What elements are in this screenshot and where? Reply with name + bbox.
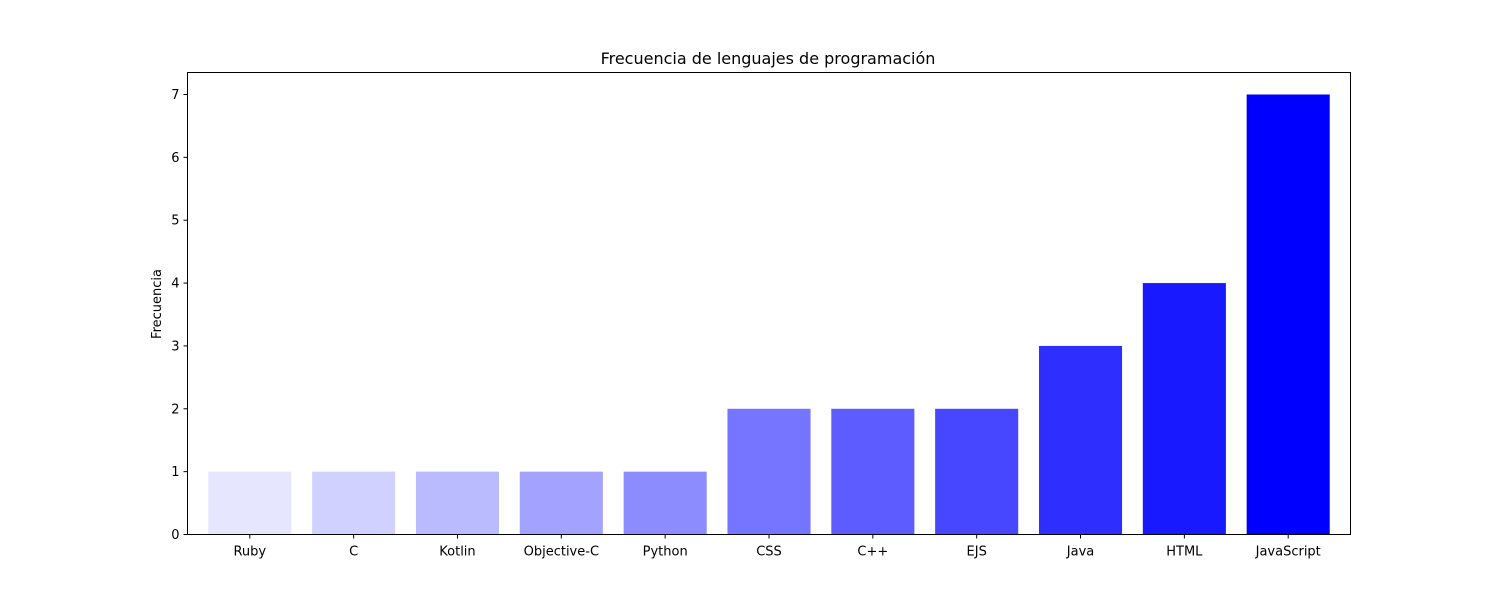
bar-css xyxy=(727,408,811,535)
bar-objective-c xyxy=(519,471,603,535)
y-axis-ticks: 0 1 2 3 4 5 6 7 xyxy=(171,88,188,543)
bar-java xyxy=(1038,345,1123,535)
bar-kotlin xyxy=(415,471,500,535)
chart-title: Frecuencia de lenguajes de programación xyxy=(601,49,936,68)
bar-javascript xyxy=(1246,94,1330,535)
x-tick-label: CSS xyxy=(756,545,782,560)
x-tick-label: EJS xyxy=(967,545,987,560)
x-tick-label: JavaScript xyxy=(1255,545,1321,560)
bar-ejs xyxy=(935,408,1019,535)
bar-python xyxy=(623,471,707,535)
y-axis-label: Frecuencia xyxy=(150,269,165,339)
y-tick-label: 3 xyxy=(171,339,179,354)
plot-frame xyxy=(187,72,1351,535)
y-tick-label: 6 xyxy=(171,151,179,166)
x-tick-label: HTML xyxy=(1166,545,1203,560)
bars-group xyxy=(208,94,1330,535)
y-tick-label: 4 xyxy=(171,277,179,292)
y-tick-label: 1 xyxy=(171,465,179,480)
y-tick-label: 7 xyxy=(171,88,179,103)
x-axis-ticks: Ruby C Kotlin Objective-C Python CSS C++ EJS Jav… xyxy=(233,534,1321,560)
x-tick-label: Kotlin xyxy=(439,545,475,560)
bar-c- xyxy=(831,408,915,535)
x-tick-label: Python xyxy=(643,545,688,560)
y-tick-label: 2 xyxy=(171,402,179,417)
x-tick-label: C xyxy=(349,545,358,560)
x-tick-label: Objective-C xyxy=(524,545,599,560)
y-tick-label: 0 xyxy=(171,528,179,543)
bar-html xyxy=(1142,283,1226,535)
y-tick-label: 5 xyxy=(171,214,179,229)
x-tick-label: C++ xyxy=(857,545,888,560)
x-tick-label: Java xyxy=(1066,545,1094,560)
bar-c xyxy=(312,471,396,535)
bar-ruby xyxy=(208,471,292,535)
x-tick-label: Ruby xyxy=(233,545,266,560)
